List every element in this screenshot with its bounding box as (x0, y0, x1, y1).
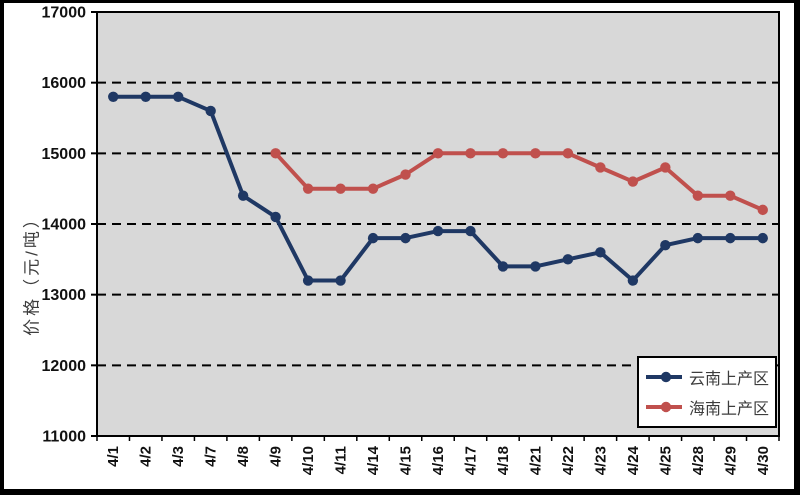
x-tick-label: 4/21 (527, 446, 544, 475)
y-tick-label: 12000 (42, 358, 87, 375)
data-point (627, 275, 639, 286)
x-tick-label: 4/25 (657, 446, 674, 475)
data-point (270, 148, 281, 159)
x-tick-label: 4/2 (138, 446, 155, 467)
data-point (302, 183, 314, 194)
y-tick-label: 14000 (42, 217, 87, 234)
legend-item-1: 海南上产区 (645, 395, 769, 419)
data-point (660, 162, 671, 173)
x-tick-label: 4/15 (398, 446, 415, 475)
x-tick-label: 4/22 (560, 446, 577, 475)
data-point (400, 169, 411, 180)
data-point (237, 190, 249, 201)
data-point (270, 211, 281, 223)
data-point (562, 254, 574, 265)
data-point (595, 247, 606, 258)
y-tick-label: 15000 (42, 146, 87, 163)
data-point (660, 240, 671, 251)
y-axis-title: 价格（元/吨） (22, 208, 42, 336)
series-line-1 (273, 151, 765, 212)
data-point (108, 91, 119, 103)
data-point (465, 148, 476, 159)
x-tick-label: 4/30 (755, 446, 772, 475)
x-tick-label: 4/16 (430, 446, 447, 475)
legend-label: 海南上产区 (688, 401, 769, 418)
legend-line-marker-icon (646, 401, 682, 413)
plot-frame (96, 11, 780, 437)
data-point (627, 176, 639, 187)
data-point (497, 261, 509, 272)
data-point (465, 225, 476, 237)
legend: 云南上产区海南上产区 (637, 356, 777, 428)
x-tick-label: 4/17 (462, 446, 479, 475)
x-tick-label: 4/11 (333, 446, 350, 474)
data-point (172, 91, 184, 103)
data-point (595, 162, 606, 173)
x-tick-label: 4/1 (105, 446, 122, 467)
data-point (367, 232, 379, 244)
data-point (757, 232, 768, 244)
y-tick-label: 17000 (42, 5, 87, 22)
data-point (725, 232, 736, 244)
x-tick-label: 4/23 (592, 446, 609, 475)
data-point (335, 275, 346, 286)
x-tick-label: 4/3 (170, 446, 187, 467)
data-point (432, 225, 444, 237)
x-tick-label: 4/28 (690, 446, 707, 475)
data-point (335, 183, 346, 194)
x-tick-label: 4/14 (365, 445, 382, 475)
x-tick-label: 4/9 (268, 446, 285, 467)
y-tick-label: 11000 (42, 429, 86, 446)
data-point (140, 91, 151, 103)
data-point (400, 232, 411, 244)
data-point (205, 105, 216, 117)
legend-line-marker-icon (646, 371, 682, 383)
y-tick-label: 16000 (42, 75, 87, 92)
x-tick-label: 4/24 (625, 445, 642, 475)
y-tick-label: 13000 (42, 287, 87, 304)
data-point (432, 148, 444, 159)
data-point (562, 148, 574, 159)
data-point (530, 261, 541, 272)
legend-item-0: 云南上产区 (645, 365, 769, 389)
legend-label: 云南上产区 (688, 371, 769, 388)
data-point (692, 190, 704, 201)
x-tick-label: 4/8 (235, 446, 252, 467)
data-point (530, 148, 541, 159)
data-point (725, 190, 736, 201)
x-tick-label: 4/29 (722, 446, 739, 475)
x-tick-label: 4/10 (300, 446, 317, 475)
data-point (757, 204, 768, 216)
x-tick-label: 4/18 (495, 446, 512, 475)
data-point (497, 148, 509, 159)
data-point (692, 232, 704, 244)
data-point (367, 183, 379, 194)
data-point (302, 275, 314, 286)
x-tick-label: 4/7 (203, 446, 220, 467)
